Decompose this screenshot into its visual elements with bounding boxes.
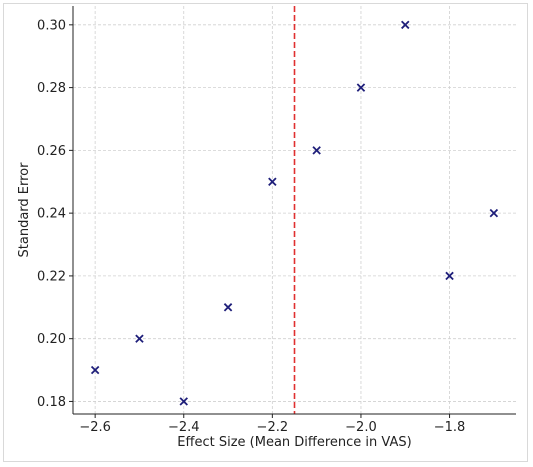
data-points [90, 20, 499, 406]
data-point-stroke [401, 20, 410, 30]
x-tick-label: −2.6 [79, 420, 111, 435]
y-tick-label: 0.24 [37, 207, 66, 222]
data-point-stroke [489, 208, 499, 218]
data-point-stroke [356, 83, 366, 92]
data-point-stroke [135, 334, 144, 343]
data-point-stroke [445, 271, 454, 281]
data-point-stroke [223, 303, 233, 312]
data-point-stroke [312, 146, 321, 155]
x-axis-ticks: −2.6 −2.4 −2.2 −2.0 −1.8 [79, 414, 465, 435]
y-tick-label: 0.28 [37, 81, 66, 96]
x-tick-label: −2.2 [257, 420, 289, 435]
figure-frame [3, 3, 528, 462]
y-tick-label: 0.20 [37, 332, 66, 347]
x-tick-label: −2.0 [345, 420, 377, 435]
x-axis-label: Effect Size (Mean Difference in VAS) [177, 435, 411, 450]
y-axis-label: Standard Error [17, 162, 32, 258]
data-point [401, 20, 410, 30]
y-tick-label: 0.22 [37, 269, 66, 284]
data-point [179, 397, 188, 406]
data-point [445, 271, 454, 281]
data-point [312, 146, 321, 155]
y-tick-label: 0.30 [37, 18, 66, 33]
data-point-stroke [268, 177, 277, 186]
data-point-stroke [90, 365, 100, 375]
y-tick-label: 0.18 [37, 395, 66, 410]
x-tick-label: −1.8 [434, 420, 466, 435]
x-tick-label: −2.4 [168, 420, 200, 435]
axes [72, 6, 516, 415]
data-point [223, 303, 233, 312]
data-point [135, 334, 144, 343]
y-tick-label: 0.26 [37, 144, 66, 159]
data-point-stroke [179, 397, 188, 406]
data-point [356, 83, 366, 92]
data-point [90, 365, 100, 375]
data-point [268, 177, 277, 186]
data-point [489, 208, 499, 218]
y-axis-ticks: 0.18 0.20 0.22 0.24 0.26 0.28 0.30 [37, 18, 73, 410]
